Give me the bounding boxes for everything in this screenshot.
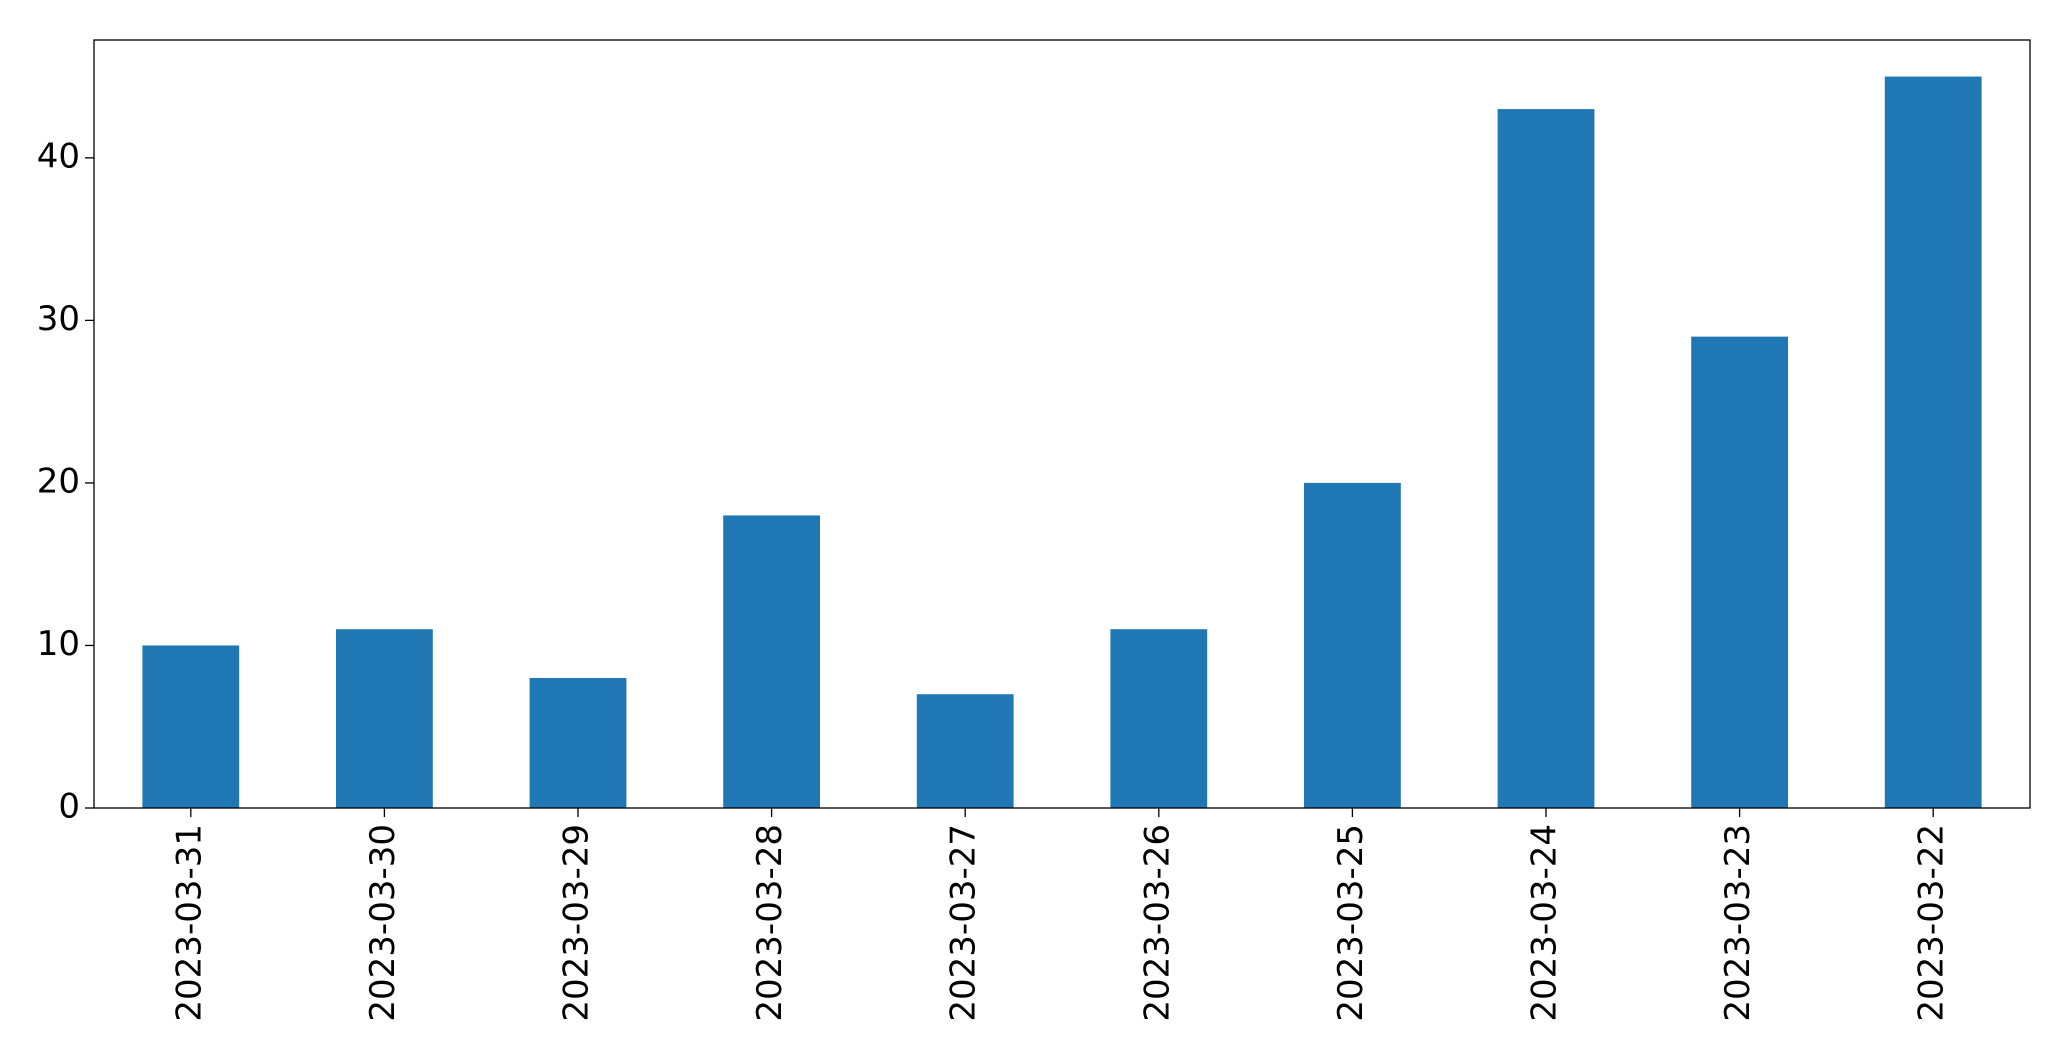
bar [529, 677, 627, 808]
plot-frame [93, 39, 2031, 809]
y-tick-label: 0 [58, 787, 80, 827]
bar [1304, 482, 1401, 808]
x-tick-label: 2023-03-27 [944, 824, 984, 1022]
bar [1497, 109, 1595, 809]
x-tick-label: 2023-03-22 [1912, 824, 1952, 1022]
x-tick-label: 2023-03-31 [169, 824, 209, 1022]
bar [723, 515, 820, 808]
x-tick-label: 2023-03-25 [1331, 824, 1371, 1022]
x-tick-label: 2023-03-23 [1718, 824, 1758, 1022]
bar [336, 629, 433, 808]
bar [1884, 76, 1982, 809]
x-tick-label: 2023-03-30 [363, 824, 403, 1022]
y-tick-label: 10 [37, 624, 80, 664]
y-tick-label: 30 [37, 299, 80, 339]
bar [1691, 336, 1788, 808]
x-tick-label: 2023-03-24 [1525, 824, 1565, 1022]
bar [916, 694, 1014, 808]
bar [142, 645, 240, 808]
x-tick-label: 2023-03-28 [750, 824, 790, 1022]
y-tick-label: 20 [37, 461, 80, 501]
x-tick-label: 2023-03-29 [557, 824, 597, 1022]
bar [1110, 629, 1208, 808]
y-tick-label: 40 [37, 136, 80, 176]
x-tick-label: 2023-03-26 [1137, 824, 1177, 1022]
